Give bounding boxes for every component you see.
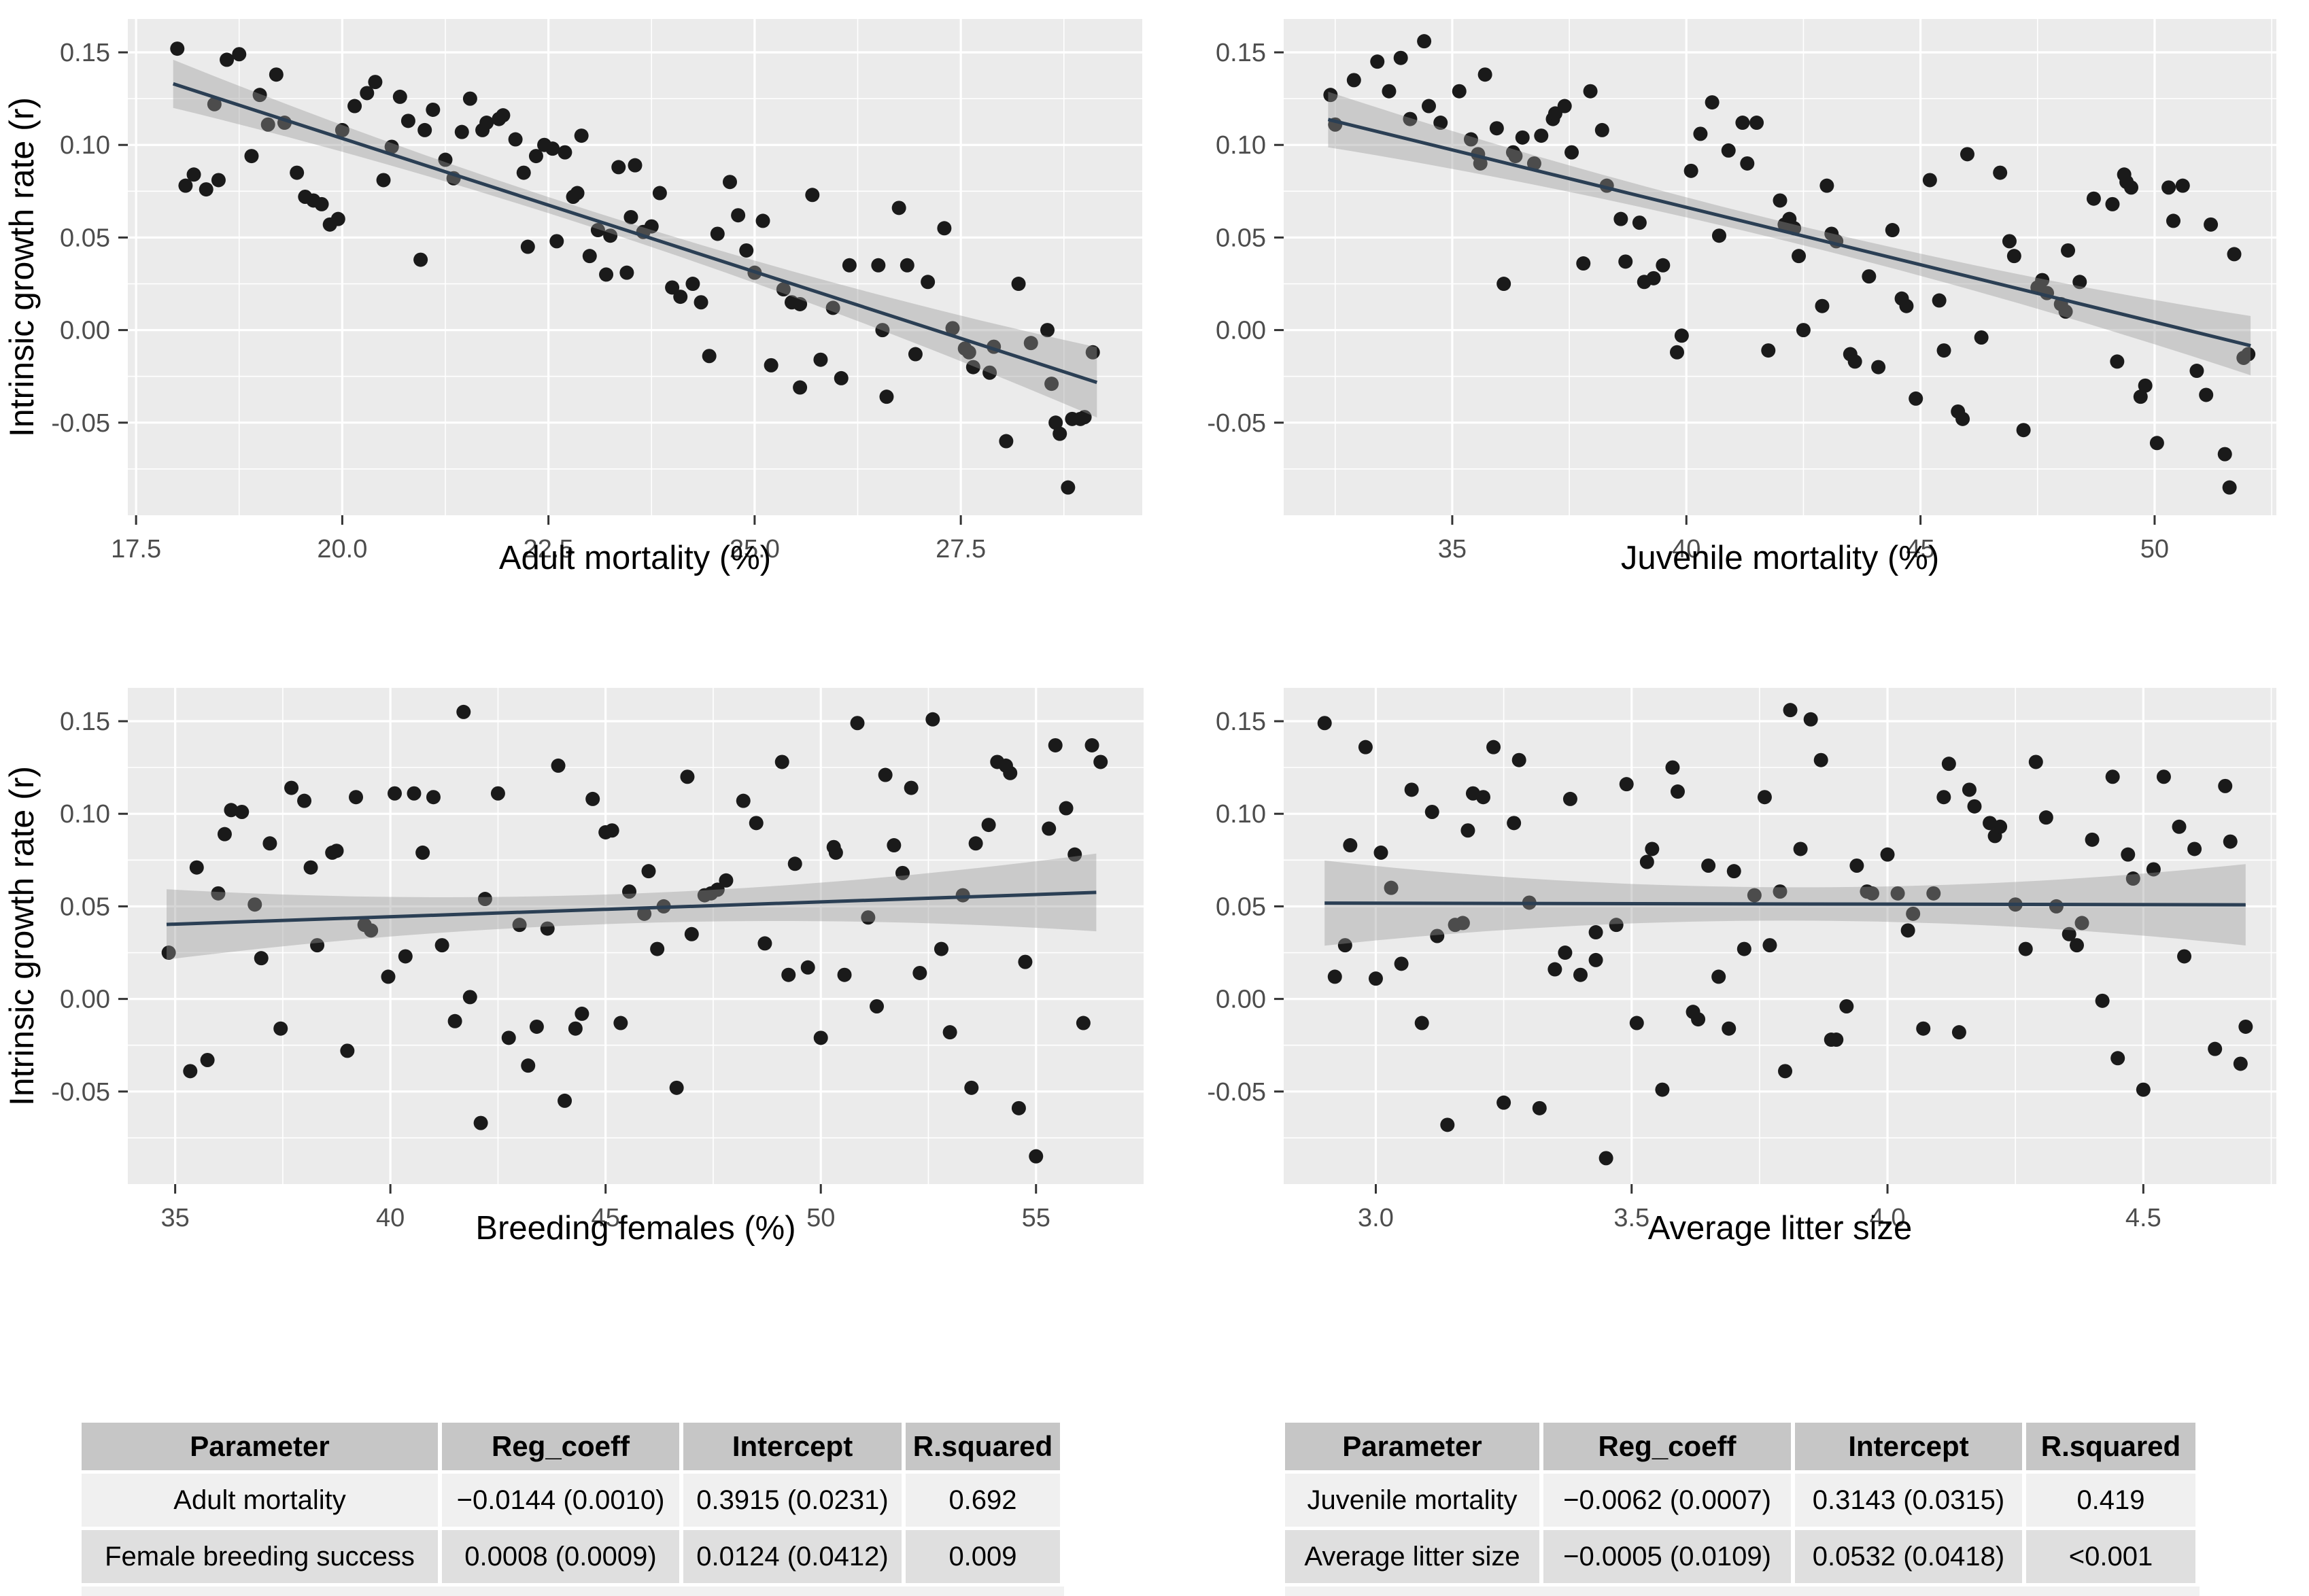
scatter-plot-juvenile-mortality: 35 40 45 50 0.15 0.10 0.05 0.00 -0.05 — [1207, 19, 2276, 563]
svg-text:0.15: 0.15 — [1216, 39, 1266, 67]
svg-text:0.10: 0.10 — [60, 131, 110, 160]
svg-text:-0.05: -0.05 — [1207, 409, 1266, 438]
svg-text:50: 50 — [2140, 535, 2169, 563]
svg-text:50: 50 — [806, 1204, 835, 1232]
table-cell: 0.0532 (0.0418) — [1795, 1530, 2022, 1583]
svg-text:0.10: 0.10 — [60, 800, 110, 829]
table-header: Reg_coeff — [1543, 1423, 1791, 1470]
y-axis-title-top-left: Intrinsic growth rate (r) — [3, 97, 41, 438]
svg-text:0.05: 0.05 — [1216, 892, 1266, 921]
svg-text:35: 35 — [1438, 535, 1467, 563]
table-cell: −0.0005 (0.0109) — [1543, 1530, 1791, 1583]
table-cell: Juvenile mortality — [1285, 1474, 1539, 1527]
table-header: R.squared — [906, 1423, 1060, 1470]
table-cell: −0.0062 (0.0007) — [1543, 1474, 1791, 1527]
svg-text:45: 45 — [1906, 535, 1934, 563]
svg-text:0.15: 0.15 — [60, 39, 110, 67]
table-header: Intercept — [1795, 1423, 2022, 1470]
regression-table-right: Parameter Reg_coeff Intercept R.squared … — [1285, 1423, 2195, 1583]
table-cell: Average litter size — [1285, 1530, 1539, 1583]
x-axis-title-breeding-females: Breeding females (%) — [475, 1210, 796, 1247]
regression-table-left: Parameter Reg_coeff Intercept R.squared … — [82, 1423, 1060, 1583]
table-cell: <0.001 — [2026, 1530, 2195, 1583]
table-cell: 0.0008 (0.0009) — [442, 1530, 679, 1583]
svg-text:-0.05: -0.05 — [51, 409, 110, 438]
svg-text:4.5: 4.5 — [2125, 1204, 2161, 1232]
table-cell: 0.419 — [2026, 1474, 2195, 1527]
table-cell: 0.692 — [906, 1474, 1060, 1527]
table-cell: Female breeding success — [82, 1530, 438, 1583]
table-header: Intercept — [683, 1423, 902, 1470]
table-cell: −0.0144 (0.0010) — [442, 1474, 679, 1527]
svg-text:0.05: 0.05 — [60, 892, 110, 921]
table-cell: 0.3915 (0.0231) — [683, 1474, 902, 1527]
svg-text:40: 40 — [376, 1204, 405, 1232]
scatter-plot-breeding-females: 35 40 45 50 55 0.15 0.10 0.05 0.00 -0.05 — [51, 688, 1144, 1232]
table-cropped-row — [1285, 1586, 2200, 1596]
svg-text:0.05: 0.05 — [1216, 224, 1266, 252]
svg-text:-0.05: -0.05 — [51, 1078, 110, 1107]
svg-text:17.5: 17.5 — [111, 535, 161, 563]
scatter-plot-average-litter-size: 3.0 3.5 4.0 4.5 0.15 0.10 0.05 0.00 -0.05 — [1207, 688, 2276, 1232]
x-axis-title-adult-mortality: Adult mortality (%) — [498, 540, 772, 576]
svg-text:0.00: 0.00 — [60, 986, 110, 1014]
table-cell: 0.3143 (0.0315) — [1795, 1474, 2022, 1527]
svg-text:0.15: 0.15 — [60, 708, 110, 736]
svg-text:25.0: 25.0 — [730, 535, 780, 563]
svg-text:0.00: 0.00 — [1216, 986, 1266, 1014]
svg-text:20.0: 20.0 — [317, 535, 367, 563]
svg-text:22.5: 22.5 — [524, 535, 574, 563]
svg-text:0.05: 0.05 — [60, 224, 110, 252]
x-axis-title-juvenile-mortality: Juvenile mortality (%) — [1620, 540, 1940, 576]
svg-text:0.00: 0.00 — [1216, 317, 1266, 345]
table-cell: 0.009 — [906, 1530, 1060, 1583]
scatter-plot-adult-mortality: 17.5 20.0 22.5 25.0 27.5 0.15 0.10 0.05 0.00 -0.0… — [51, 19, 1142, 563]
svg-text:4.0: 4.0 — [1870, 1204, 1906, 1232]
table-cropped-row — [82, 1586, 1064, 1596]
svg-text:27.5: 27.5 — [936, 535, 986, 563]
y-axis-title-bottom-left: Intrinsic growth rate (r) — [3, 765, 41, 1107]
svg-text:3.5: 3.5 — [1613, 1204, 1649, 1232]
table-header: R.squared — [2026, 1423, 2195, 1470]
svg-text:-0.05: -0.05 — [1207, 1078, 1266, 1107]
svg-text:35: 35 — [160, 1204, 189, 1232]
svg-text:55: 55 — [1022, 1204, 1050, 1232]
x-axis-title-average-litter-size: Average litter size — [1647, 1210, 1913, 1247]
table-header: Parameter — [82, 1423, 438, 1470]
svg-text:40: 40 — [1672, 535, 1700, 563]
table-cell: 0.0124 (0.0412) — [683, 1530, 902, 1583]
svg-text:0.15: 0.15 — [1216, 708, 1266, 736]
svg-text:45: 45 — [592, 1204, 620, 1232]
svg-text:0.10: 0.10 — [1216, 800, 1266, 829]
svg-text:3.0: 3.0 — [1358, 1204, 1394, 1232]
table-header: Reg_coeff — [442, 1423, 679, 1470]
svg-text:0.10: 0.10 — [1216, 131, 1266, 160]
svg-text:0.00: 0.00 — [60, 317, 110, 345]
table-cell: Adult mortality — [82, 1474, 438, 1527]
table-header: Parameter — [1285, 1423, 1539, 1470]
